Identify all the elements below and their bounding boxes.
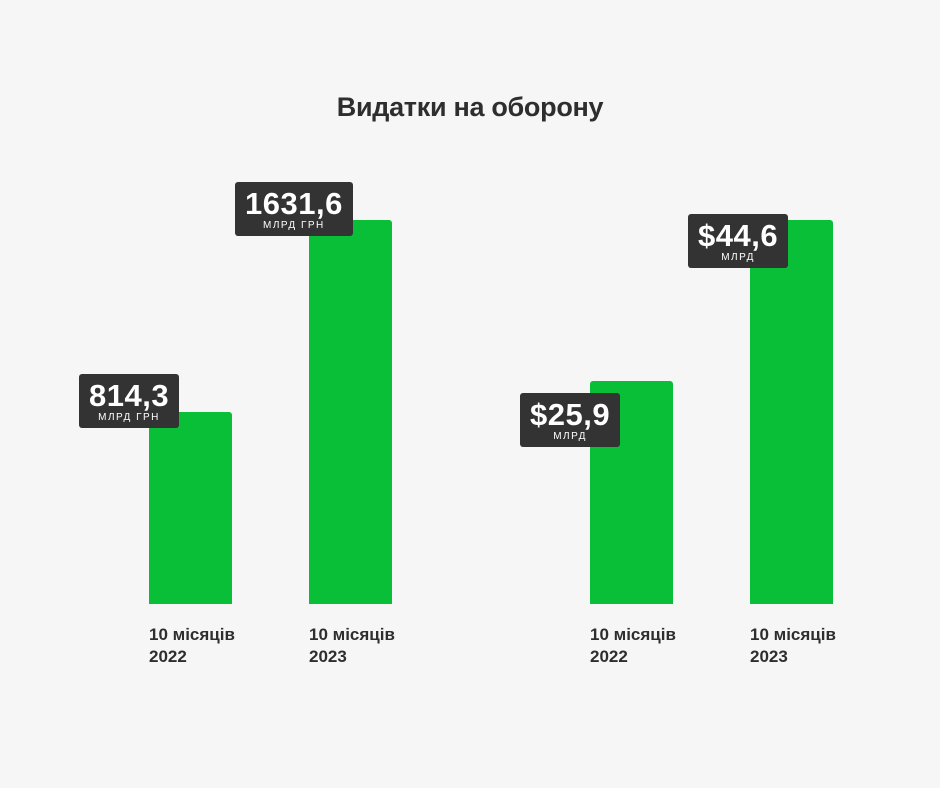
- category-line: 2022: [149, 647, 187, 666]
- bar-0-0: [149, 412, 232, 604]
- category-line: 2022: [590, 647, 628, 666]
- bar-0-1: [309, 220, 392, 604]
- value-badge-1-0: $25,9 МЛРД: [520, 393, 621, 447]
- category-label-1-0: 10 місяців 2022: [590, 624, 730, 668]
- value-label: 814,3: [89, 378, 170, 414]
- bar-1-1: [750, 220, 833, 604]
- unit-label: МЛРД ГРН: [98, 412, 160, 424]
- unit-label: МЛРД ГРН: [263, 220, 325, 231]
- category-line: 10 місяців: [309, 625, 395, 644]
- value-badge-1-1: $44,6 МЛРД: [688, 214, 789, 268]
- category-line: 2023: [750, 647, 788, 666]
- category-line: 10 місяців: [750, 625, 836, 644]
- value-label: $25,9: [530, 397, 611, 432]
- category-line: 10 місяців: [149, 625, 235, 644]
- category-label-0-0: 10 місяців 2022: [149, 624, 289, 668]
- value-badge-0-0: 814,3 МЛРД ГРН: [79, 374, 180, 429]
- chart-uah: 814,3 МЛРД ГРН 10 місяців 2022 1631,6 МЛРД ГР…: [0, 0, 400, 788]
- category-line: 10 місяців: [590, 625, 676, 644]
- category-label-0-1: 10 місяців 2023: [309, 624, 449, 668]
- category-label-1-1: 10 місяців 2023: [750, 624, 890, 668]
- value-label: 1631,6: [245, 186, 343, 221]
- chart-title: Видатки на оборону: [336, 92, 604, 122]
- unit-label: МЛРД: [553, 431, 587, 442]
- unit-label: МЛРД: [721, 252, 755, 263]
- value-badge-0-1: 1631,6 МЛРД ГРН: [235, 182, 353, 236]
- category-line: 2023: [309, 647, 347, 666]
- value-label: $44,6: [698, 218, 779, 253]
- chart-usd: $25,9 МЛРД 10 місяців 2022 $44,6 МЛРД 10 місяц…: [0, 0, 836, 788]
